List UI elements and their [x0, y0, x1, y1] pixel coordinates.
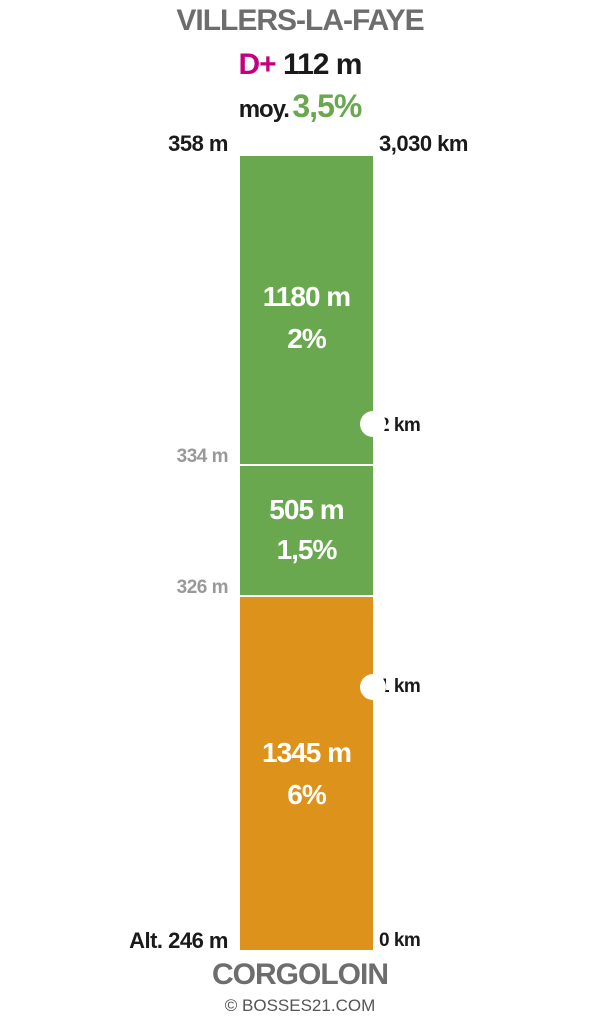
- average-grade-label: moy.: [238, 96, 290, 123]
- km-marker-1: [360, 674, 386, 700]
- end-town-title: VILLERS-LA-FAYE: [176, 4, 424, 37]
- altitude-mid-lower-label: 326 m: [176, 577, 229, 598]
- average-grade: moy. 3,5%: [0, 88, 600, 125]
- distance-0km-label: 0 km: [379, 930, 421, 951]
- distance-2km-label: 2 km: [379, 415, 421, 436]
- segment-middle: 505 m 1,5%: [240, 466, 373, 596]
- altitude-mid-upper-label: 334 m: [176, 446, 229, 467]
- segment-divider: [240, 595, 373, 597]
- copyright-notice: © BOSSES21.COM: [224, 996, 376, 1015]
- segment-lower: 1345 m 6%: [240, 597, 373, 950]
- distance-total-label: 3,030 km: [379, 131, 468, 156]
- average-grade-value: 3,5%: [292, 88, 362, 124]
- segment-upper: 1180 m 2%: [240, 156, 373, 465]
- start-town-title: CORGOLOIN: [212, 958, 389, 991]
- segment-divider: [240, 464, 373, 466]
- altitude-top-label: 358 m: [168, 131, 228, 156]
- segment-middle-length: 505 m: [269, 494, 344, 525]
- segment-upper-grade: 2%: [287, 323, 326, 354]
- segment-upper-length: 1180 m: [262, 281, 351, 312]
- climb-profile-bar: 1180 m 2% 505 m 1,5% 1345 m 6%: [240, 156, 386, 950]
- elevation-gain: D+ 112 m: [0, 48, 600, 82]
- elevation-gain-label: D+: [238, 48, 277, 81]
- segment-middle-grade: 1,5%: [276, 534, 338, 565]
- distance-1km-label: 1 km: [379, 676, 421, 697]
- km-marker-2: [360, 411, 386, 437]
- elevation-gain-value: 112 m: [283, 48, 362, 81]
- altitude-bottom-label: Alt. 246 m: [129, 928, 228, 953]
- segment-lower-grade: 6%: [287, 779, 326, 810]
- segment-lower-length: 1345 m: [262, 737, 352, 768]
